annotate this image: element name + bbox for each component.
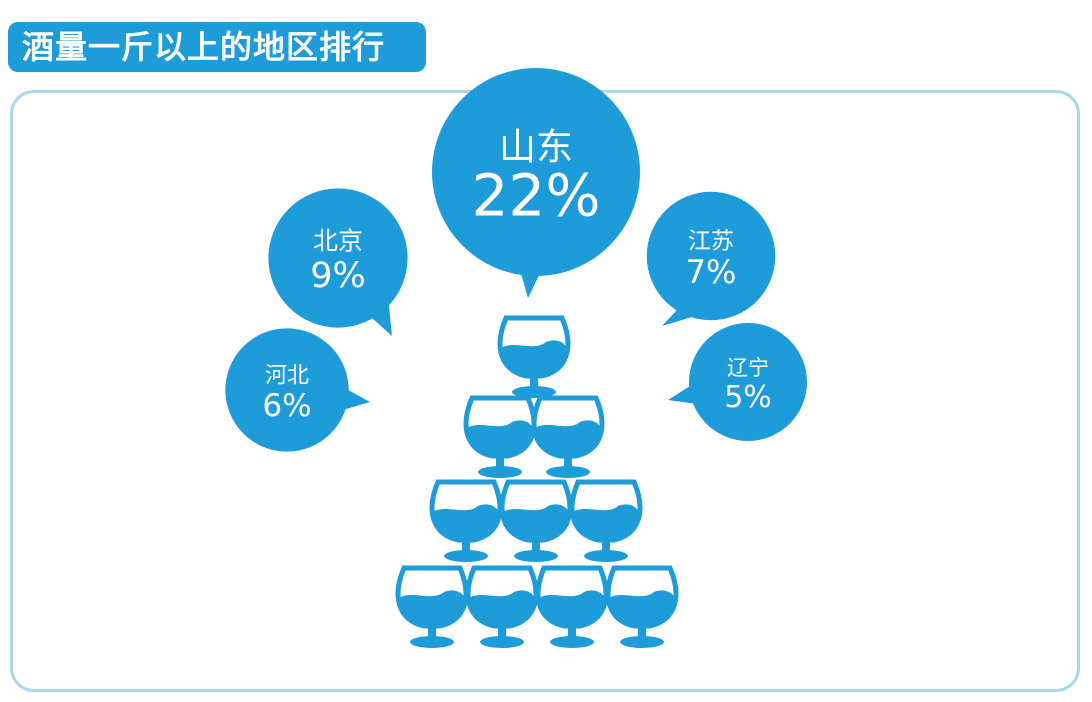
bubble-circle	[689, 323, 807, 441]
value-label: 5%	[724, 380, 772, 415]
bubble-4: 辽宁5%	[668, 323, 807, 441]
region-label: 山东	[499, 126, 573, 169]
bubble-2: 江苏7%	[646, 191, 776, 326]
region-label: 北京	[313, 227, 363, 256]
wine-glass-icon	[465, 565, 539, 648]
page-title: 酒量一斤以上的地区排行	[8, 22, 426, 72]
glass-pyramid-icon	[395, 315, 679, 648]
wine-glass-icon	[531, 395, 605, 478]
region-label: 江苏	[688, 228, 734, 254]
wine-glass-icon	[499, 479, 573, 562]
value-label: 7%	[686, 253, 737, 291]
wine-glass-icon	[605, 565, 679, 648]
bubble-3: 河北6%	[225, 328, 370, 452]
wine-glass-icon	[497, 315, 571, 398]
bubble-circle	[268, 188, 408, 328]
value-label: 9%	[310, 256, 366, 296]
wine-glass-icon	[395, 565, 469, 648]
value-label: 6%	[262, 388, 311, 424]
region-label: 辽宁	[727, 356, 769, 380]
bubble-1: 北京9%	[268, 188, 408, 336]
wine-glass-icon	[569, 479, 643, 562]
wine-glass-icon	[463, 395, 537, 478]
wine-glass-icon	[535, 565, 609, 648]
bubble-circle	[432, 68, 640, 276]
wine-glass-icon	[429, 479, 503, 562]
value-label: 22%	[472, 162, 601, 230]
region-label: 河北	[265, 364, 309, 389]
bubble-circle	[225, 328, 349, 452]
bubble-circle	[646, 191, 776, 321]
